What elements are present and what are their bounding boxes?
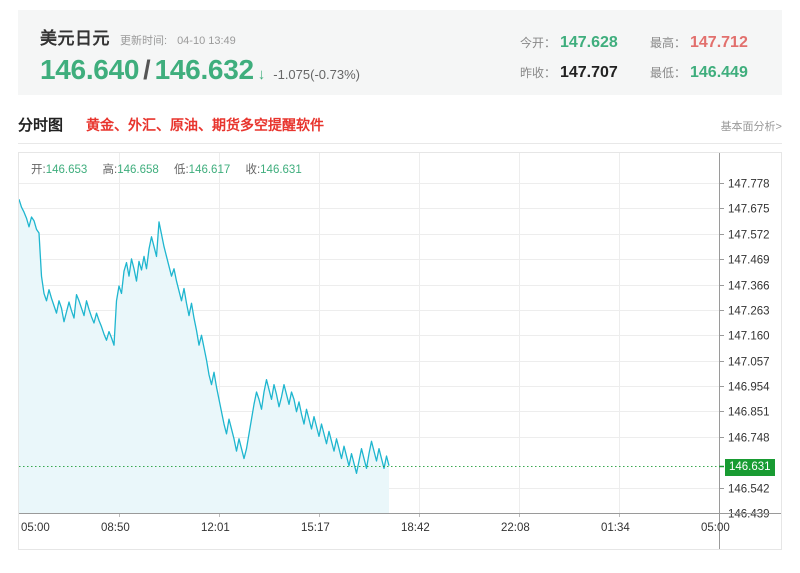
x-tick-label: 15:17 [301, 522, 330, 534]
ohlc-open: 开:146.653 [31, 164, 87, 176]
y-tick-label: 146.439 [728, 509, 770, 521]
promo-text[interactable]: 黄金、外汇、原油、期货多空提醒软件 [86, 117, 324, 133]
quote-stats-block: 今开： 147.628 最高： 147.712 昨收： 147.707 最低： … [520, 34, 760, 82]
x-tick-label: 22:08 [501, 522, 530, 534]
instrument-name: 美元日元 [40, 29, 110, 48]
x-tick-label: 05:00 [21, 522, 50, 534]
bid-price: 146.640 [40, 54, 140, 85]
y-tick-label: 147.057 [728, 357, 770, 369]
ohlc-open-value: 146.653 [45, 164, 88, 176]
chart-section-header: 分时图 黄金、外汇、原油、期货多空提醒软件 基本面分析> [18, 112, 782, 144]
ohlc-close-label: 收: [245, 164, 261, 176]
open-label: 今开： [519, 36, 556, 50]
ohlc-high-label: 高: [102, 164, 118, 176]
quote-stats-row-2: 昨收： 147.707 最低： 146.449 [520, 64, 760, 82]
ohlc-high-value: 146.658 [117, 164, 159, 176]
y-tick-label: 146.542 [728, 484, 770, 496]
update-time-value: 04-10 13:49 [177, 35, 236, 47]
price-row: 146.640 / 146.632 ↓ -1.075(-0.73%) [40, 54, 360, 86]
low-value: 146.449 [690, 64, 748, 81]
arrow-down-icon: ↓ [257, 66, 266, 83]
chart-ohlc-readout: 开:146.653 高:146.658 低:146.617 收:146.631 [31, 161, 314, 177]
y-tick-label: 147.572 [728, 230, 770, 242]
instrument-name-row: 美元日元 更新时间: 04-10 13:49 [40, 24, 360, 48]
intraday-chart[interactable]: 开:146.653 高:146.658 低:146.617 收:146.631 … [18, 152, 782, 550]
x-tick-label: 12:01 [201, 522, 230, 534]
y-tick-label: 147.366 [728, 281, 770, 293]
price-separator: / [143, 55, 151, 85]
fundamental-analysis-link[interactable]: 基本面分析> [720, 121, 782, 133]
high-value: 147.712 [690, 34, 748, 51]
page-title: 分时图 [18, 117, 64, 134]
ohlc-low: 低:146.617 [174, 164, 230, 176]
prev-close-label: 昨收： [519, 66, 556, 80]
ohlc-open-label: 开: [31, 164, 46, 176]
low-label: 最低： [649, 66, 686, 80]
x-tick-label: 01:34 [601, 522, 630, 534]
quote-header-panel: 美元日元 更新时间: 04-10 13:49 146.640 / 146.632… [18, 10, 782, 95]
ohlc-close-value: 146.631 [260, 164, 302, 176]
ohlc-low-label: 低: [173, 164, 189, 176]
y-tick-label: 146.748 [728, 433, 770, 445]
y-tick-label: 146.954 [728, 382, 770, 394]
y-tick-label: 147.469 [728, 255, 770, 267]
open-value: 147.628 [559, 34, 618, 51]
current-price-tag: 146.631 [725, 458, 775, 476]
chart-plot-area[interactable]: 147.778 147.675 147.572 147.469 147.366 147.2… [19, 153, 781, 549]
quote-stats-row-1: 今开： 147.628 最高： 147.712 [520, 34, 760, 52]
x-tick-label: 18:42 [401, 522, 430, 534]
high-label: 最高： [649, 36, 686, 50]
ohlc-close: 收:146.631 [245, 164, 301, 176]
y-tick-label: 146.851 [728, 407, 770, 419]
ask-price: 146.632 [154, 54, 254, 85]
quote-primary-block: 美元日元 更新时间: 04-10 13:49 146.640 / 146.632… [40, 24, 360, 86]
x-tick-label: 08:50 [101, 522, 130, 534]
y-tick-label: 147.778 [728, 179, 770, 191]
update-time-label: 更新时间: [120, 35, 168, 47]
price-change: -1.075(-0.73%) [273, 67, 360, 82]
ohlc-low-value: 146.617 [188, 164, 231, 176]
x-tick-label: 05:00 [701, 522, 730, 534]
y-tick-label: 147.263 [728, 306, 770, 318]
y-tick-label: 147.675 [728, 204, 770, 216]
y-tick-label: 147.160 [728, 331, 770, 343]
series-line [19, 199, 390, 474]
prev-close-value: 147.707 [559, 64, 618, 81]
ohlc-high: 高:146.658 [102, 164, 158, 176]
series-area-fill [19, 199, 389, 513]
